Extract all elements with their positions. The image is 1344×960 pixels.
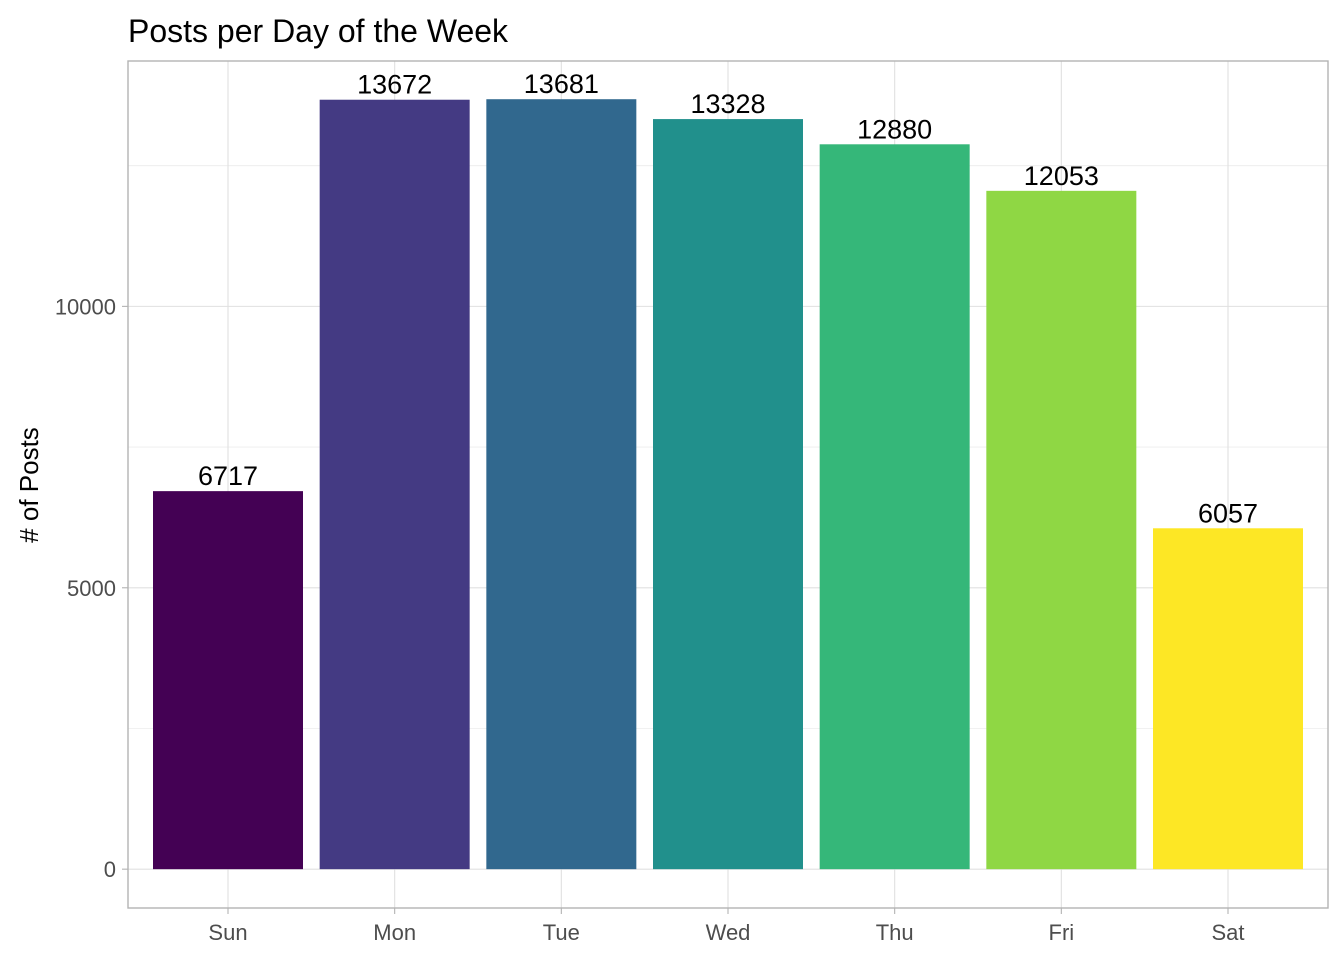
x-tick-label-sun: Sun — [208, 920, 247, 945]
bar-mon — [319, 99, 470, 870]
data-label-fri: 12053 — [1024, 161, 1099, 191]
y-tick-label: 10000 — [55, 294, 116, 319]
x-tick-label-sat: Sat — [1211, 920, 1244, 945]
data-label-wed: 13328 — [690, 89, 765, 119]
bar-sat — [1153, 528, 1303, 870]
x-tick-label-tue: Tue — [543, 920, 580, 945]
bar-wed — [653, 119, 803, 870]
data-label-sat: 6057 — [1198, 498, 1258, 528]
bar-thu — [819, 144, 970, 870]
x-tick-label-mon: Mon — [373, 920, 416, 945]
data-labels: 6717 13672 13681 13328 12880 12053 6057 — [198, 69, 1258, 528]
chart-title: Posts per Day of the Week — [128, 13, 509, 49]
axes: 0 5000 10000 Sun Mon Tue Wed Thu Fri Sat — [55, 294, 1245, 945]
bar-fri — [986, 190, 1137, 870]
x-tick-label-fri: Fri — [1049, 920, 1075, 945]
y-axis-label: # of Posts — [14, 427, 44, 543]
x-tick-label-wed: Wed — [706, 920, 751, 945]
bars — [153, 99, 1303, 870]
data-label-mon: 13672 — [357, 70, 432, 100]
data-label-sun: 6717 — [198, 461, 258, 491]
data-label-tue: 13681 — [524, 69, 599, 99]
data-label-thu: 12880 — [857, 114, 932, 144]
bar-tue — [486, 99, 637, 870]
bar-sun — [153, 491, 303, 870]
x-tick-label-thu: Thu — [876, 920, 914, 945]
y-tick-label: 5000 — [67, 576, 116, 601]
y-tick-label: 0 — [104, 857, 116, 882]
